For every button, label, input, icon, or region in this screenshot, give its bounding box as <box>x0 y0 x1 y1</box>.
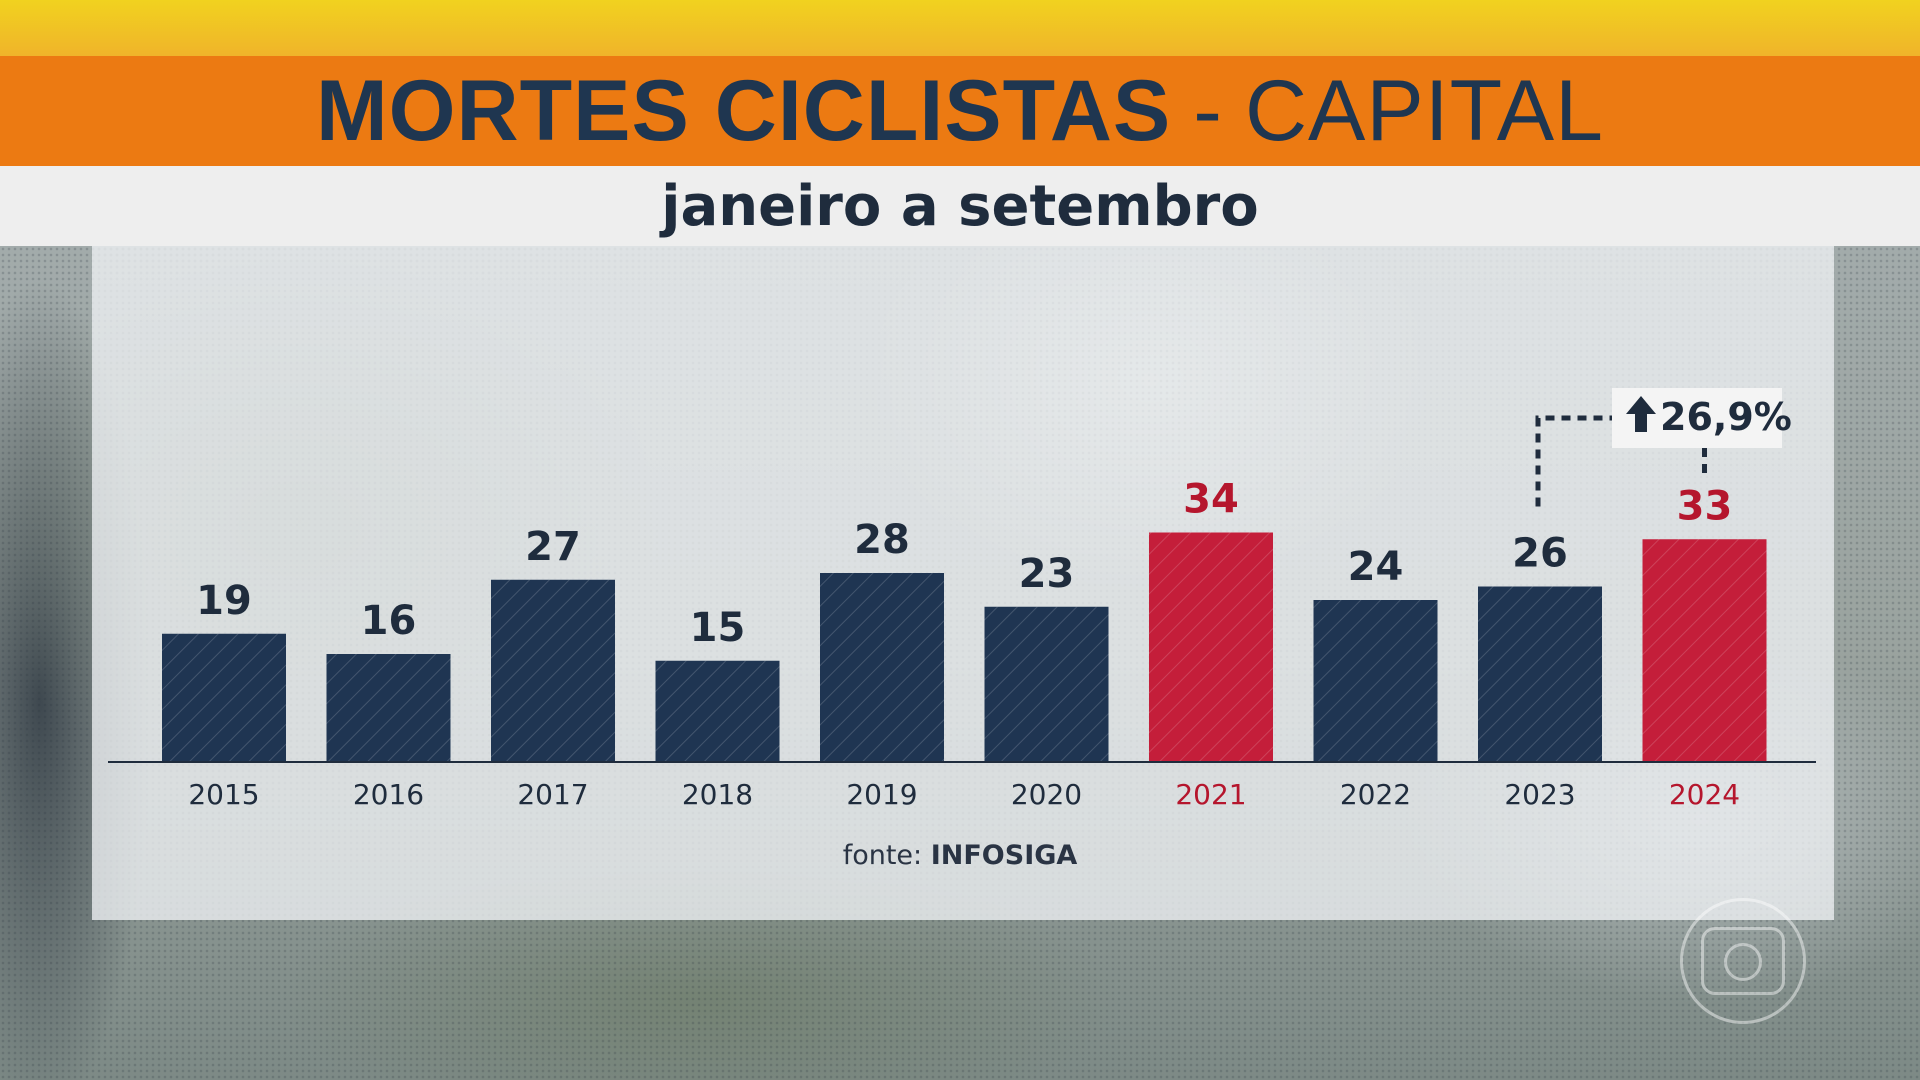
tick-label-2021: 2021 <box>1175 778 1246 811</box>
bar-group-2015: 19 2015 <box>162 578 286 811</box>
bar-group-2017: 27 2017 <box>491 524 615 811</box>
bar-hatch-2020 <box>984 606 1109 762</box>
value-label-2022: 24 <box>1348 544 1404 590</box>
bar-hatch-2017 <box>491 579 615 762</box>
value-label-2024: 33 <box>1677 483 1733 529</box>
arrow-up-icon <box>1626 396 1656 432</box>
tick-label-2024: 2024 <box>1669 778 1740 811</box>
value-label-2023: 26 <box>1512 531 1568 577</box>
bar-hatch-2023 <box>1478 586 1602 762</box>
top-yellow-strip <box>0 0 1920 56</box>
subtitle-bar: janeiro a setembro <box>0 166 1920 246</box>
bar-group-2023: 26 2023 <box>1478 531 1602 811</box>
title-main: MORTES CICLISTAS <box>315 62 1172 159</box>
bar-group-2019: 28 2019 <box>820 517 944 811</box>
bars-layer: 19 2015 16 2016 27 2017 15 2018 28 2019 23 2020 34 20… <box>162 477 1767 811</box>
bar-group-2020: 23 2020 <box>984 551 1109 811</box>
bar-group-2021: 34 2021 <box>1149 477 1273 811</box>
bar-group-2018: 15 2018 <box>655 605 780 811</box>
value-label-2015: 19 <box>196 578 252 624</box>
title-sub: CAPITAL <box>1244 62 1604 159</box>
value-label-2019: 28 <box>854 517 910 563</box>
title-separator: - <box>1193 62 1223 159</box>
annotation-layer: 26,9% <box>1535 388 1792 507</box>
source-name: INFOSIGA <box>930 840 1078 871</box>
value-label-2017: 27 <box>525 524 581 570</box>
tick-label-2020: 2020 <box>1011 778 1082 811</box>
chart-title: MORTES CICLISTAS - CAPITAL <box>316 62 1604 161</box>
tick-label-2022: 2022 <box>1340 778 1411 811</box>
bar-group-2024: 33 2024 <box>1642 483 1767 811</box>
source-note: fonte: INFOSIGA <box>0 840 1920 871</box>
source-prefix: fonte: <box>842 840 923 871</box>
tick-label-2018: 2018 <box>682 778 753 811</box>
logo-screen-shape <box>1701 927 1785 995</box>
bar-hatch-2015 <box>162 633 286 762</box>
annotation-text: 26,9% <box>1660 395 1792 439</box>
chart-subtitle: janeiro a setembro <box>661 173 1259 239</box>
globo-logo-icon <box>1680 898 1806 1024</box>
tick-label-2017: 2017 <box>517 778 588 811</box>
bar-hatch-2019 <box>820 573 944 762</box>
value-label-2018: 15 <box>690 605 746 651</box>
title-bar: MORTES CICLISTAS - CAPITAL <box>0 56 1920 166</box>
tick-label-2016: 2016 <box>353 778 424 811</box>
tick-label-2015: 2015 <box>188 778 259 811</box>
tick-label-2023: 2023 <box>1504 778 1575 811</box>
bar-hatch-2022 <box>1313 600 1438 762</box>
value-label-2016: 16 <box>361 598 417 644</box>
bar-hatch-2024 <box>1642 539 1767 762</box>
bar-group-2016: 16 2016 <box>326 598 451 811</box>
bar-hatch-2016 <box>326 654 451 762</box>
chart-panel <box>92 246 1834 920</box>
bar-hatch-2018 <box>655 660 780 762</box>
bar-hatch-2021 <box>1149 532 1273 762</box>
value-label-2020: 23 <box>1019 551 1075 597</box>
tick-label-2019: 2019 <box>846 778 917 811</box>
value-label-2021: 34 <box>1183 477 1239 523</box>
logo-circle-shape <box>1724 943 1762 981</box>
bar-group-2022: 24 2022 <box>1313 544 1438 811</box>
annotation-connector <box>1535 415 1612 507</box>
